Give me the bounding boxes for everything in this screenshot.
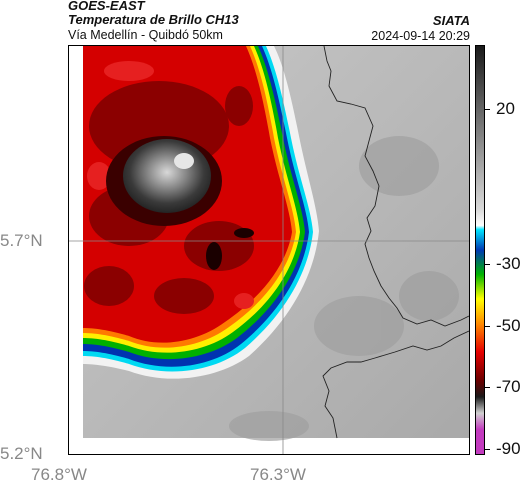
colorbar-label: -30 bbox=[496, 254, 521, 273]
colorbar-label: -70 bbox=[496, 377, 521, 396]
colorbar-label: 20 bbox=[496, 99, 515, 118]
cold-spot-2 bbox=[234, 228, 254, 238]
colorbar-tick bbox=[485, 264, 490, 265]
lon-label-76.8: 76.8°W bbox=[31, 465, 87, 484]
gray-cloud-patches bbox=[229, 136, 459, 441]
timestamp-label: 2024-09-14 20:29 bbox=[371, 29, 470, 43]
lat-label-5.2: 5.2°N bbox=[0, 444, 43, 463]
lat-label-5.7: 5.7°N bbox=[0, 231, 43, 250]
colorbar-tick bbox=[485, 109, 490, 110]
nodata-strip bbox=[69, 438, 469, 454]
colorbar bbox=[475, 45, 485, 455]
colorbar-tick bbox=[485, 449, 490, 450]
overshooting-top bbox=[123, 139, 211, 213]
route-label: Vía Medellín - Quibdó 50km bbox=[68, 28, 223, 42]
product-title: Temperatura de Brillo CH13 bbox=[68, 12, 239, 27]
colorbar-tick bbox=[485, 326, 490, 327]
colorbar-tick bbox=[485, 387, 490, 388]
nodata-strip-left bbox=[69, 46, 83, 454]
colorbar-label: -90 bbox=[496, 439, 521, 458]
satellite-map[interactable] bbox=[68, 45, 470, 455]
core-peak bbox=[174, 153, 194, 169]
warm-cloud-spots bbox=[87, 61, 254, 309]
cold-spot-1 bbox=[206, 242, 222, 270]
organization-label: SIATA bbox=[432, 13, 470, 28]
map-canvas bbox=[69, 46, 469, 454]
lon-label-76.3: 76.3°W bbox=[250, 465, 306, 484]
colorbar-label: -50 bbox=[496, 316, 521, 335]
department-border bbox=[323, 46, 469, 327]
department-border-2 bbox=[322, 330, 469, 439]
satellite-title: GOES-EAST bbox=[68, 0, 145, 13]
